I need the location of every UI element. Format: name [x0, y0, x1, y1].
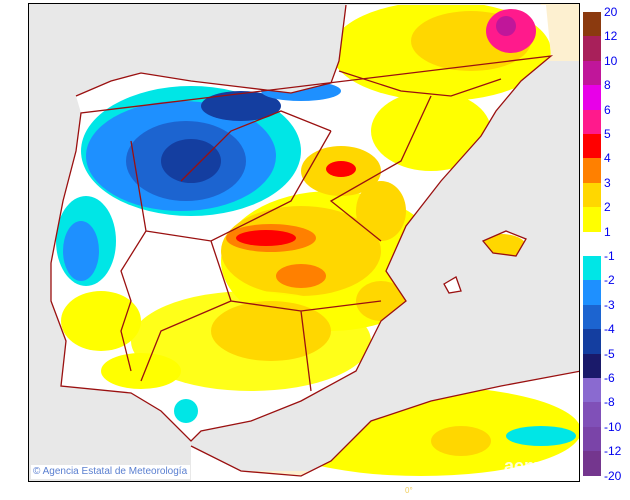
legend-label: -20	[604, 468, 622, 483]
legend-label: -10	[604, 419, 622, 434]
legend-label: -6	[604, 371, 615, 385]
legend-swatch	[583, 353, 601, 378]
credit: © Agencia Estatal de Meteorología	[31, 465, 191, 479]
legend-label: 8	[604, 78, 611, 93]
legend-swatch	[583, 402, 601, 427]
borders	[50, 4, 579, 477]
legend-label: -2	[604, 273, 615, 288]
map-canvas	[50, 4, 579, 481]
legend-swatch	[583, 377, 601, 403]
legend-label: -3	[604, 297, 615, 312]
legend-label: 1	[604, 224, 611, 239]
longitude-label: 0°	[405, 486, 413, 495]
copyright-icon: ©	[33, 466, 41, 477]
legend-label: -8	[604, 395, 615, 410]
legend-swatch	[583, 60, 601, 86]
legend-label: -5	[604, 346, 615, 361]
legend-swatch	[583, 36, 601, 61]
anomaly-map: © Agencia Estatal de Meteorología aemet	[28, 3, 580, 482]
legend-swatch	[583, 109, 601, 134]
legend-label: 12	[604, 29, 618, 44]
anomaly-field	[51, 5, 579, 481]
legend-swatch	[583, 329, 601, 354]
legend-swatch	[583, 426, 601, 452]
legend-swatch	[583, 12, 601, 37]
legend-label: 2	[604, 200, 611, 215]
legend-label: 10	[604, 53, 618, 68]
legend-positive	[583, 12, 601, 232]
legend-swatch	[583, 85, 601, 110]
legend-label: 20	[604, 5, 618, 19]
legend-swatch	[583, 182, 601, 208]
legend-swatch	[583, 158, 601, 183]
aemet-logo: aemet	[504, 456, 557, 476]
legend-swatch	[583, 207, 601, 232]
legend-label: 6	[604, 102, 611, 117]
legend-negative	[583, 256, 601, 476]
legend-label: 4	[604, 151, 611, 166]
legend-swatch	[583, 280, 601, 305]
legend-swatch	[583, 304, 601, 330]
legend-swatch	[583, 451, 601, 476]
legend-label: -12	[604, 444, 622, 459]
legend-label: -4	[604, 322, 615, 337]
legend-swatch	[583, 256, 601, 281]
legend-swatch	[583, 133, 601, 159]
legend-label: -1	[604, 249, 615, 263]
legend-label: 5	[604, 127, 611, 141]
legend-label: 3	[604, 175, 611, 190]
